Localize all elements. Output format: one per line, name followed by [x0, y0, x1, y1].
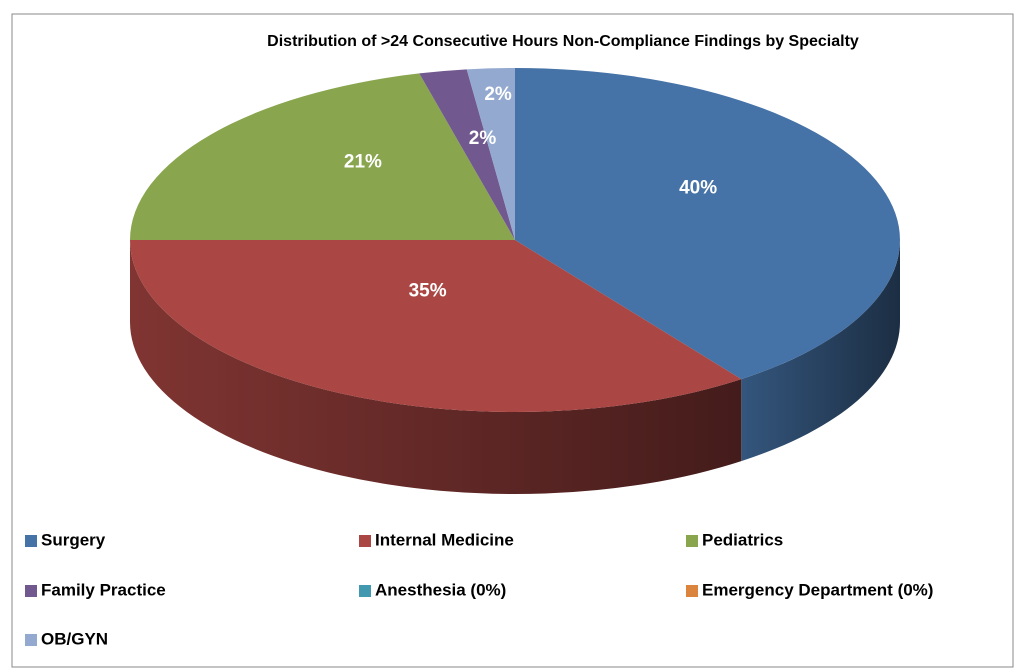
- legend-label: Surgery: [41, 530, 106, 549]
- slice: [130, 240, 742, 412]
- legend-swatch: [686, 585, 698, 597]
- data-label: 21%: [344, 151, 382, 172]
- legend-swatch: [359, 585, 371, 597]
- slice-side: [741, 240, 900, 462]
- data-label: 2%: [484, 84, 512, 105]
- slice-side: [130, 240, 742, 494]
- legend-swatch: [25, 535, 37, 547]
- slice: [515, 68, 900, 380]
- slice: [419, 69, 515, 241]
- legend-label: Pediatrics: [702, 530, 783, 549]
- slice: [466, 68, 515, 240]
- legend-label: Family Practice: [41, 580, 166, 599]
- legend-label: Internal Medicine: [375, 530, 514, 549]
- legend-swatch: [359, 535, 371, 547]
- slice: [130, 73, 515, 241]
- data-label: 2%: [469, 128, 497, 149]
- legend-label: Emergency Department (0%): [702, 580, 933, 599]
- legend-label: OB/GYN: [41, 629, 108, 648]
- data-label: 40%: [679, 177, 717, 198]
- legend-swatch: [25, 585, 37, 597]
- chart-title: Distribution of >24 Consecutive Hours No…: [267, 33, 859, 50]
- legend-swatch: [686, 535, 698, 547]
- legend-swatch: [25, 634, 37, 646]
- data-label: 35%: [409, 281, 447, 302]
- legend-label: Anesthesia (0%): [375, 580, 506, 599]
